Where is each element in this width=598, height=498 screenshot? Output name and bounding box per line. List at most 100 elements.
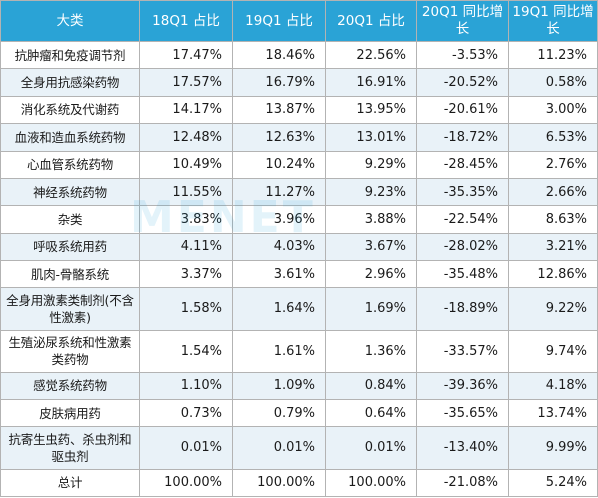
table-row: 感觉系统药物 1.10% 1.09% 0.84% -39.36% 4.18%: [0, 371, 598, 401]
growth-20q1: -35.48%: [416, 259, 509, 289]
share-18q1: 1.54%: [139, 329, 233, 373]
share-20q1: 13.95%: [325, 95, 417, 125]
share-19q1: 4.03%: [232, 232, 326, 262]
share-20q1: 16.91%: [325, 68, 417, 97]
share-20q1: 1.36%: [325, 329, 417, 373]
total-row: 总计 100.00% 100.00% 100.00% -21.08% 5.24%: [0, 468, 598, 497]
growth-20q1: -35.35%: [416, 177, 509, 207]
growth-19q1: 3.00%: [508, 95, 598, 125]
share-18q1: 14.17%: [139, 95, 233, 125]
share-20q1: 22.56%: [325, 40, 417, 70]
growth-19q1: 6.53%: [508, 123, 598, 152]
share-20q1: 100.00%: [325, 468, 417, 497]
growth-20q1: -39.36%: [416, 371, 509, 401]
growth-19q1: 12.86%: [508, 259, 598, 289]
share-18q1: 12.48%: [139, 123, 233, 152]
share-20q1: 0.64%: [325, 398, 417, 428]
share-19q1: 1.61%: [232, 329, 326, 373]
growth-20q1: -35.65%: [416, 398, 509, 428]
share-19q1: 18.46%: [232, 40, 326, 70]
category-name: 皮肤病用药: [0, 398, 140, 428]
header-row: 大类 18Q1 占比 19Q1 占比 20Q1 占比 20Q1 同比增长 19Q…: [0, 0, 598, 42]
table-row: 抗寄生虫药、杀虫剂和驱虫剂 0.01% 0.01% 0.01% -13.40% …: [0, 426, 598, 470]
share-18q1: 0.73%: [139, 398, 233, 428]
share-19q1: 3.61%: [232, 259, 326, 289]
share-18q1: 100.00%: [139, 468, 233, 497]
table-row: 全身用激素类制剂(不含性激素) 1.58% 1.64% 1.69% -18.89…: [0, 287, 598, 331]
header-category: 大类: [0, 0, 140, 42]
growth-20q1: -28.45%: [416, 150, 509, 179]
share-20q1: 0.01%: [325, 426, 417, 470]
category-name: 生殖泌尿系统和性激素类药物: [0, 329, 140, 373]
growth-20q1: -18.72%: [416, 123, 509, 152]
share-20q1: 1.69%: [325, 287, 417, 331]
category-name: 抗肿瘤和免疫调节剂: [0, 40, 140, 70]
category-name: 血液和造血系统药物: [0, 123, 140, 152]
category-name: 抗寄生虫药、杀虫剂和驱虫剂: [0, 426, 140, 470]
share-19q1: 0.01%: [232, 426, 326, 470]
share-19q1: 11.27%: [232, 177, 326, 207]
share-19q1: 100.00%: [232, 468, 326, 497]
share-18q1: 11.55%: [139, 177, 233, 207]
share-19q1: 0.79%: [232, 398, 326, 428]
category-name: 呼吸系统用药: [0, 232, 140, 262]
growth-19q1: 3.21%: [508, 232, 598, 262]
growth-19q1: 9.22%: [508, 287, 598, 331]
category-name: 总计: [0, 468, 140, 497]
share-20q1: 2.96%: [325, 259, 417, 289]
category-name: 全身用抗感染药物: [0, 68, 140, 97]
table-row: 皮肤病用药 0.73% 0.79% 0.64% -35.65% 13.74%: [0, 398, 598, 428]
share-18q1: 1.10%: [139, 371, 233, 401]
share-18q1: 17.57%: [139, 68, 233, 97]
share-18q1: 1.58%: [139, 287, 233, 331]
share-19q1: 1.64%: [232, 287, 326, 331]
share-20q1: 9.23%: [325, 177, 417, 207]
growth-20q1: -13.40%: [416, 426, 509, 470]
share-19q1: 13.87%: [232, 95, 326, 125]
growth-19q1: 4.18%: [508, 371, 598, 401]
header-19q1-growth: 19Q1 同比增长: [508, 0, 598, 42]
table-row: 血液和造血系统药物 12.48% 12.63% 13.01% -18.72% 6…: [0, 123, 598, 152]
share-19q1: 12.63%: [232, 123, 326, 152]
share-19q1: 16.79%: [232, 68, 326, 97]
growth-19q1: 9.99%: [508, 426, 598, 470]
table-row: 杂类 3.83% 3.96% 3.88% -22.54% 8.63%: [0, 205, 598, 234]
share-19q1: 10.24%: [232, 150, 326, 179]
table-row: 消化系统及代谢药 14.17% 13.87% 13.95% -20.61% 3.…: [0, 95, 598, 125]
growth-20q1: -33.57%: [416, 329, 509, 373]
header-20q1-share: 20Q1 占比: [325, 0, 417, 42]
growth-20q1: -21.08%: [416, 468, 509, 497]
share-20q1: 3.88%: [325, 205, 417, 234]
share-18q1: 10.49%: [139, 150, 233, 179]
growth-20q1: -3.53%: [416, 40, 509, 70]
growth-20q1: -18.89%: [416, 287, 509, 331]
growth-19q1: 2.66%: [508, 177, 598, 207]
table-row: 全身用抗感染药物 17.57% 16.79% 16.91% -20.52% 0.…: [0, 68, 598, 97]
table-row: 心血管系统药物 10.49% 10.24% 9.29% -28.45% 2.76…: [0, 150, 598, 179]
share-20q1: 9.29%: [325, 150, 417, 179]
growth-19q1: 8.63%: [508, 205, 598, 234]
category-name: 全身用激素类制剂(不含性激素): [0, 287, 140, 331]
table-row: 呼吸系统用药 4.11% 4.03% 3.67% -28.02% 3.21%: [0, 232, 598, 262]
growth-20q1: -28.02%: [416, 232, 509, 262]
table-row: 生殖泌尿系统和性激素类药物 1.54% 1.61% 1.36% -33.57% …: [0, 329, 598, 373]
growth-19q1: 9.74%: [508, 329, 598, 373]
share-20q1: 0.84%: [325, 371, 417, 401]
share-18q1: 4.11%: [139, 232, 233, 262]
header-18q1-share: 18Q1 占比: [139, 0, 233, 42]
growth-19q1: 5.24%: [508, 468, 598, 497]
growth-19q1: 0.58%: [508, 68, 598, 97]
header-19q1-share: 19Q1 占比: [232, 0, 326, 42]
category-name: 感觉系统药物: [0, 371, 140, 401]
share-20q1: 13.01%: [325, 123, 417, 152]
growth-19q1: 11.23%: [508, 40, 598, 70]
growth-20q1: -20.52%: [416, 68, 509, 97]
header-20q1-growth: 20Q1 同比增长: [416, 0, 509, 42]
share-18q1: 0.01%: [139, 426, 233, 470]
share-18q1: 17.47%: [139, 40, 233, 70]
share-19q1: 1.09%: [232, 371, 326, 401]
share-19q1: 3.96%: [232, 205, 326, 234]
share-20q1: 3.67%: [325, 232, 417, 262]
category-name: 肌肉-骨骼系统: [0, 259, 140, 289]
